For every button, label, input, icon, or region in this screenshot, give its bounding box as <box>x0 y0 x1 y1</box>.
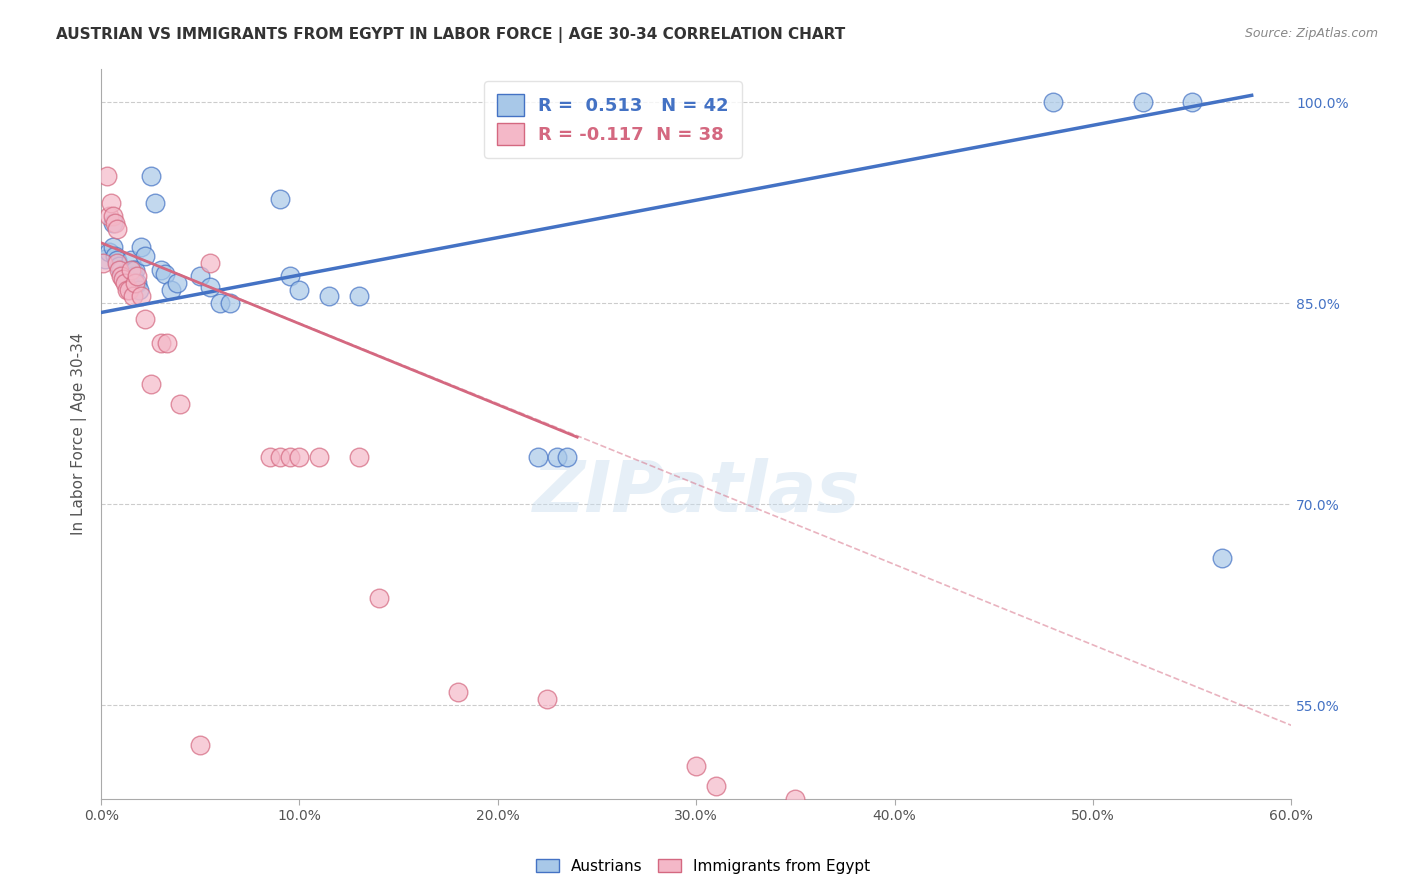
Point <box>105 253 128 268</box>
Point <box>105 222 128 236</box>
Point <box>1181 95 1204 109</box>
Point <box>536 691 558 706</box>
Point <box>124 262 146 277</box>
Point <box>259 450 281 465</box>
Point <box>149 262 172 277</box>
Point <box>100 195 122 210</box>
Point <box>188 269 211 284</box>
Point <box>94 252 117 266</box>
Point <box>546 450 568 465</box>
Point <box>288 450 311 465</box>
Point <box>200 280 222 294</box>
Point <box>219 296 242 310</box>
Point <box>155 336 177 351</box>
Point <box>139 169 162 183</box>
Point <box>108 262 131 277</box>
Point <box>105 256 128 270</box>
Legend: R =  0.513   N = 42, R = -0.117  N = 38: R = 0.513 N = 42, R = -0.117 N = 38 <box>484 81 741 158</box>
Point <box>159 283 181 297</box>
Text: AUSTRIAN VS IMMIGRANTS FROM EGYPT IN LABOR FORCE | AGE 30-34 CORRELATION CHART: AUSTRIAN VS IMMIGRANTS FROM EGYPT IN LAB… <box>56 27 845 43</box>
Point <box>555 450 578 465</box>
Point <box>115 283 138 297</box>
Point <box>91 256 114 270</box>
Point <box>128 283 150 297</box>
Point <box>129 240 152 254</box>
Point <box>122 262 145 277</box>
Point <box>134 312 156 326</box>
Point <box>118 283 141 297</box>
Point <box>318 289 340 303</box>
Point <box>526 450 548 465</box>
Point <box>367 591 389 605</box>
Point <box>101 240 124 254</box>
Point <box>129 289 152 303</box>
Text: Source: ZipAtlas.com: Source: ZipAtlas.com <box>1244 27 1378 40</box>
Point <box>111 272 134 286</box>
Point <box>269 192 291 206</box>
Point <box>101 216 124 230</box>
Point <box>308 450 330 465</box>
Point <box>111 267 134 281</box>
Point <box>139 376 162 391</box>
Point <box>108 259 131 273</box>
Point <box>125 276 148 290</box>
Point <box>269 450 291 465</box>
Point <box>1132 95 1154 109</box>
Point <box>188 739 211 753</box>
Point <box>347 450 370 465</box>
Point <box>104 249 127 263</box>
Point <box>278 269 301 284</box>
Point <box>98 245 121 260</box>
Point <box>278 450 301 465</box>
Point <box>120 253 142 268</box>
Point <box>114 269 136 284</box>
Point <box>347 289 370 303</box>
Point <box>685 758 707 772</box>
Point <box>149 336 172 351</box>
Point <box>125 269 148 284</box>
Point <box>288 283 311 297</box>
Point <box>166 276 188 290</box>
Point <box>153 267 176 281</box>
Point <box>1211 550 1233 565</box>
Point <box>98 209 121 223</box>
Point <box>122 269 145 284</box>
Text: ZIPatlas: ZIPatlas <box>533 458 860 527</box>
Point <box>143 195 166 210</box>
Point <box>115 272 138 286</box>
Point <box>120 262 142 277</box>
Point <box>169 397 191 411</box>
Point <box>1042 95 1064 109</box>
Point <box>785 792 807 806</box>
Point <box>134 249 156 263</box>
Point <box>110 269 132 284</box>
Point <box>209 296 232 310</box>
Point <box>124 276 146 290</box>
Y-axis label: In Labor Force | Age 30-34: In Labor Force | Age 30-34 <box>72 333 87 535</box>
Point <box>110 262 132 277</box>
Point <box>447 685 470 699</box>
Point <box>101 209 124 223</box>
Point <box>200 256 222 270</box>
Point <box>104 216 127 230</box>
Point <box>704 779 727 793</box>
Point <box>96 169 118 183</box>
Legend: Austrians, Immigrants from Egypt: Austrians, Immigrants from Egypt <box>530 853 876 880</box>
Point <box>122 289 145 303</box>
Point <box>118 276 141 290</box>
Point <box>114 276 136 290</box>
